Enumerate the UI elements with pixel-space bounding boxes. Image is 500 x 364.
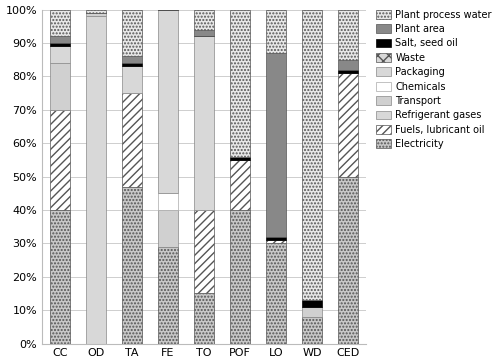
- Bar: [338, 9, 358, 60]
- Bar: [302, 300, 322, 307]
- Bar: [50, 210, 70, 344]
- Bar: [302, 9, 322, 300]
- Bar: [50, 110, 70, 210]
- Bar: [194, 210, 214, 293]
- Bar: [194, 29, 214, 36]
- Legend: Plant process water, Plant area, Salt, seed oil, Waste, Packaging, Chemicals, Tr: Plant process water, Plant area, Salt, s…: [374, 8, 494, 151]
- Bar: [230, 210, 250, 344]
- Bar: [338, 60, 358, 70]
- Bar: [230, 157, 250, 160]
- Bar: [50, 46, 70, 63]
- Bar: [122, 56, 142, 63]
- Bar: [302, 307, 322, 317]
- Bar: [230, 9, 250, 157]
- Bar: [302, 317, 322, 344]
- Bar: [266, 244, 286, 344]
- Bar: [194, 36, 214, 210]
- Bar: [158, 9, 178, 193]
- Bar: [158, 247, 178, 344]
- Bar: [50, 9, 70, 36]
- Bar: [230, 160, 250, 210]
- Bar: [338, 70, 358, 73]
- Bar: [158, 210, 178, 247]
- Bar: [122, 66, 142, 93]
- Bar: [50, 63, 70, 110]
- Bar: [158, 193, 178, 210]
- Bar: [194, 293, 214, 344]
- Bar: [266, 9, 286, 53]
- Bar: [338, 73, 358, 177]
- Bar: [86, 16, 106, 344]
- Bar: [86, 13, 106, 16]
- Bar: [50, 36, 70, 43]
- Bar: [338, 177, 358, 344]
- Bar: [122, 187, 142, 344]
- Bar: [122, 63, 142, 66]
- Bar: [266, 240, 286, 244]
- Bar: [86, 9, 106, 13]
- Bar: [266, 237, 286, 240]
- Bar: [194, 9, 214, 29]
- Bar: [266, 53, 286, 237]
- Bar: [50, 43, 70, 46]
- Bar: [122, 9, 142, 56]
- Bar: [122, 93, 142, 187]
